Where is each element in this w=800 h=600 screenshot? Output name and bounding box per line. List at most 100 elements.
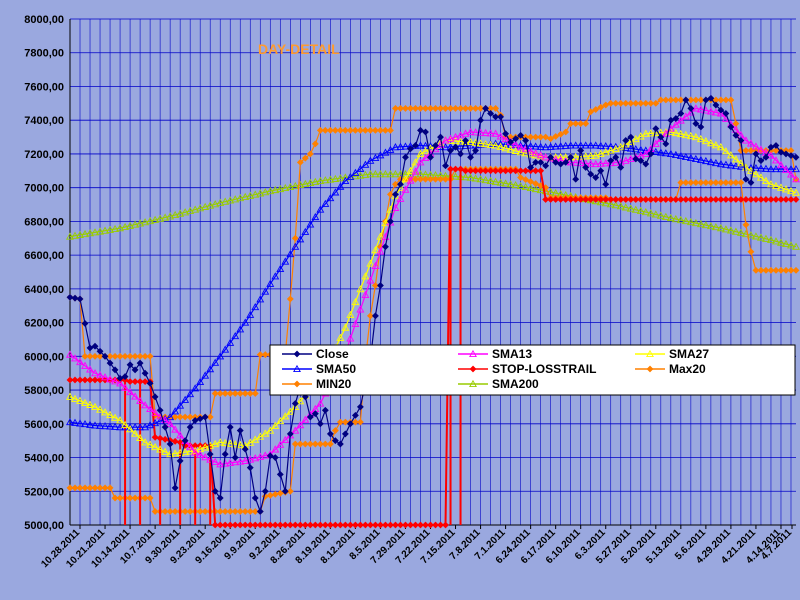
data-point-sma13 bbox=[751, 142, 760, 150]
data-point-sma13 bbox=[416, 158, 425, 166]
data-point-close bbox=[241, 445, 249, 453]
data-point-sma27 bbox=[792, 188, 800, 196]
data-point-stop-losstrail bbox=[592, 196, 600, 203]
data-point-close bbox=[156, 406, 164, 414]
data-point-sma27 bbox=[651, 128, 660, 137]
data-point-close bbox=[161, 423, 169, 431]
legend-label-max20: Max20 bbox=[669, 362, 706, 376]
data-point-stop-losstrail bbox=[487, 167, 495, 175]
data-point-sma27 bbox=[161, 447, 170, 455]
data-point-sma50 bbox=[401, 142, 410, 150]
data-point-min20 bbox=[106, 484, 114, 492]
data-point-min20 bbox=[762, 266, 770, 274]
data-point-sma27 bbox=[236, 440, 245, 449]
data-point-sma200 bbox=[136, 219, 145, 227]
data-point-min20 bbox=[316, 440, 324, 448]
data-point-sma200 bbox=[306, 178, 315, 186]
data-point-close bbox=[562, 158, 570, 166]
data-point-close bbox=[236, 427, 244, 434]
data-point-sma200 bbox=[772, 237, 780, 245]
data-point-sma200 bbox=[166, 212, 175, 220]
data-point-sma13 bbox=[782, 165, 790, 173]
data-point-stop-losstrail bbox=[291, 521, 299, 529]
data-point-close bbox=[602, 180, 610, 188]
data-point-sma27 bbox=[76, 396, 84, 404]
data-point-stop-losstrail bbox=[387, 521, 394, 529]
data-point-max20 bbox=[617, 99, 625, 107]
data-point-min20 bbox=[66, 484, 74, 492]
data-point-min20 bbox=[131, 494, 139, 502]
data-point-sma50 bbox=[91, 421, 99, 429]
data-point-close bbox=[517, 131, 525, 139]
data-point-max20 bbox=[231, 390, 239, 397]
data-point-sma27 bbox=[201, 443, 210, 451]
data-point-sma50 bbox=[331, 188, 340, 196]
data-point-sma13 bbox=[131, 392, 140, 400]
data-point-stop-losstrail bbox=[321, 521, 329, 529]
chart-title: DAY-DETAIL bbox=[258, 41, 340, 57]
data-point-sma27 bbox=[456, 137, 465, 145]
data-point-sma50 bbox=[71, 418, 79, 426]
data-point-sma50 bbox=[756, 164, 765, 172]
data-point-stop-losstrail bbox=[757, 196, 765, 203]
data-point-sma13 bbox=[641, 149, 650, 157]
data-point-sma13 bbox=[351, 319, 360, 327]
data-point-max20 bbox=[697, 96, 705, 104]
data-point-sma13 bbox=[176, 431, 185, 439]
data-point-stop-losstrail bbox=[512, 167, 520, 175]
data-point-sma200 bbox=[746, 231, 755, 239]
data-point-stop-losstrail bbox=[442, 521, 449, 529]
data-point-min20 bbox=[101, 484, 109, 492]
data-point-min20 bbox=[76, 484, 84, 492]
data-point-min20 bbox=[301, 440, 309, 448]
data-point-sma200 bbox=[756, 233, 765, 241]
data-point-sma50 bbox=[341, 176, 350, 184]
data-point-sma50 bbox=[706, 157, 715, 166]
data-point-sma27 bbox=[231, 440, 240, 448]
data-point-stop-losstrail bbox=[402, 521, 409, 529]
data-point-close bbox=[547, 153, 555, 161]
data-point-max20 bbox=[657, 96, 665, 104]
data-point-close bbox=[276, 470, 284, 478]
data-point-min20 bbox=[442, 175, 449, 183]
data-point-max20 bbox=[447, 104, 454, 112]
data-point-min20 bbox=[171, 508, 179, 515]
data-point-sma200 bbox=[216, 198, 225, 206]
data-point-sma50 bbox=[281, 257, 290, 265]
data-point-sma50 bbox=[101, 422, 110, 430]
data-point-sma200 bbox=[106, 225, 115, 233]
data-point-stop-losstrail bbox=[231, 521, 239, 529]
data-point-min20 bbox=[732, 179, 740, 187]
data-point-close bbox=[582, 164, 590, 171]
data-point-sma50 bbox=[141, 423, 150, 431]
data-point-sma27 bbox=[131, 429, 140, 437]
data-point-sma50 bbox=[792, 164, 800, 173]
data-point-max20 bbox=[722, 96, 730, 104]
data-point-sma13 bbox=[716, 109, 725, 117]
data-point-min20 bbox=[246, 508, 254, 515]
data-point-sma50 bbox=[476, 140, 485, 148]
data-point-close bbox=[672, 115, 680, 122]
data-point-sma200 bbox=[276, 184, 285, 193]
data-point-max20 bbox=[286, 295, 294, 303]
data-point-stop-losstrail bbox=[627, 196, 635, 203]
data-point-sma200 bbox=[726, 226, 735, 234]
data-point-sma50 bbox=[521, 141, 530, 149]
data-point-sma50 bbox=[221, 345, 230, 353]
data-point-sma27 bbox=[721, 147, 730, 155]
y-tick-label: 7000,00 bbox=[24, 183, 64, 195]
data-point-sma27 bbox=[171, 449, 180, 457]
data-point-sma27 bbox=[136, 433, 145, 442]
data-point-sma50 bbox=[311, 212, 320, 221]
data-point-sma200 bbox=[231, 195, 240, 203]
data-point-close bbox=[271, 454, 279, 461]
data-point-sma50 bbox=[631, 145, 640, 153]
data-point-max20 bbox=[557, 130, 565, 138]
data-point-sma13 bbox=[401, 185, 410, 193]
data-point-min20 bbox=[321, 440, 329, 448]
data-point-sma50 bbox=[591, 141, 600, 149]
data-point-close bbox=[632, 155, 640, 163]
data-point-sma200 bbox=[291, 181, 300, 190]
y-tick-label: 6000,00 bbox=[24, 351, 64, 363]
data-point-stop-losstrail bbox=[647, 196, 655, 203]
